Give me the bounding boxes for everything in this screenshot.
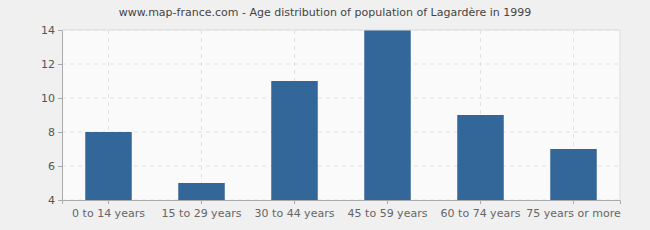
bar <box>178 183 225 200</box>
frame <box>620 30 621 200</box>
x-tick-mark <box>108 200 109 204</box>
y-tick-label: 10 <box>41 92 55 105</box>
x-tick-mark <box>294 200 295 204</box>
y-tick-mark <box>58 30 62 31</box>
bar <box>550 149 597 200</box>
frame <box>62 30 620 31</box>
x-axis: 0 to 14 years 15 to 29 years 30 to 44 year… <box>63 200 621 220</box>
x-tick-mark <box>387 200 388 204</box>
y-tick-mark <box>58 200 62 201</box>
y-tick-mark <box>58 64 62 65</box>
y-tick: 6 <box>48 160 62 173</box>
x-tick-mark <box>480 200 481 204</box>
x-tick-label: 30 to 44 years <box>255 207 335 220</box>
x-tick-mark <box>201 200 202 204</box>
y-tick-mark <box>58 166 62 167</box>
y-tick: 12 <box>41 58 62 71</box>
x-tick-label: 15 to 29 years <box>162 207 242 220</box>
grid <box>62 30 620 200</box>
bar <box>457 115 504 200</box>
bar <box>271 81 318 200</box>
y-tick: 14 <box>41 24 62 37</box>
x-axis-line <box>63 201 621 205</box>
x-tick-label: 75 years or more <box>526 207 621 220</box>
x-tick: 15 to 29 years <box>162 200 242 220</box>
x-tick: 60 to 74 years <box>441 200 521 220</box>
x-tick-label: 0 to 14 years <box>72 207 145 220</box>
y-tick: 8 <box>48 126 62 139</box>
grid-line <box>62 64 620 65</box>
x-tick: 30 to 44 years <box>255 200 335 220</box>
bars <box>85 30 597 200</box>
grid-line <box>62 132 620 133</box>
y-axis: 4 6 8 10 12 14 <box>41 24 63 207</box>
plot: 4 6 8 10 12 14 0 to 14 years 15 to 29 years 30 t… <box>41 24 621 220</box>
y-tick-label: 6 <box>48 160 55 173</box>
y-tick-label: 8 <box>48 126 55 139</box>
y-axis-line <box>58 31 63 201</box>
x-tick-label: 60 to 74 years <box>441 207 521 220</box>
title: www.map-france.com - Age distribution of… <box>119 6 532 19</box>
bar <box>364 30 411 200</box>
x-tick: 45 to 59 years <box>348 200 428 220</box>
y-tick-label: 12 <box>41 58 55 71</box>
y-tick-label: 4 <box>48 194 55 207</box>
chart: www.map-france.com - Age distribution of… <box>0 0 650 230</box>
grid-line <box>62 98 620 99</box>
y-tick-mark <box>58 132 62 133</box>
y-tick: 4 <box>48 194 62 207</box>
grid-line <box>62 30 620 31</box>
plot-area <box>62 30 620 200</box>
bar <box>85 132 132 200</box>
x-tick: 0 to 14 years <box>72 200 145 220</box>
background <box>0 0 650 230</box>
grid-line <box>62 166 620 167</box>
y-tick-mark <box>58 98 62 99</box>
x-tick-label: 45 to 59 years <box>348 207 428 220</box>
y-tick-label: 14 <box>41 24 55 37</box>
grid-line <box>201 30 202 200</box>
x-tick: 75 years or more <box>526 200 621 220</box>
x-tick-mark <box>573 200 574 204</box>
y-tick: 10 <box>41 92 62 105</box>
